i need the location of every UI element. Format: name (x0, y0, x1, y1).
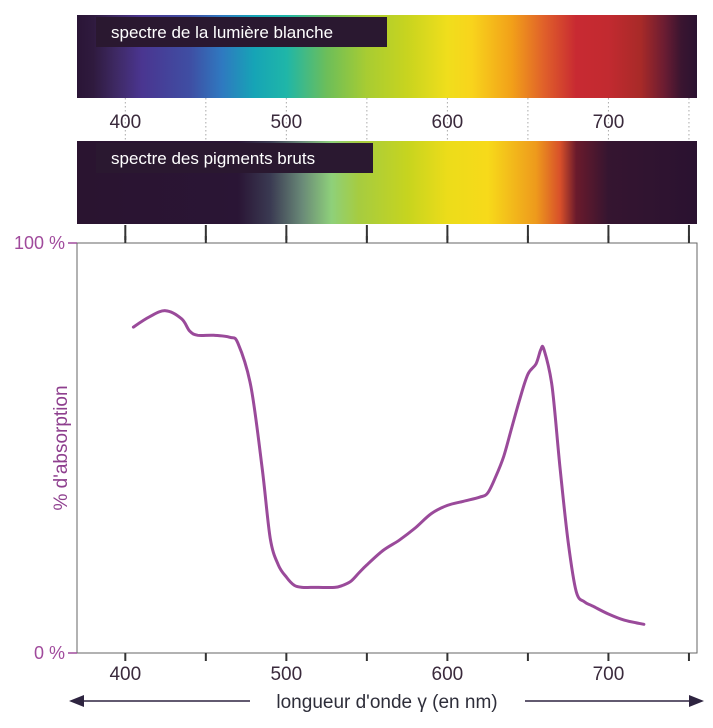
pigment-label-box (96, 143, 373, 173)
left-arrowhead (69, 695, 84, 707)
plot-frame (76, 242, 698, 654)
x-tick-label: 600 (432, 664, 464, 685)
pigment-label: spectre des pigments bruts (111, 149, 315, 168)
x-tick-label: 500 (270, 664, 302, 685)
absorption-curve (131, 309, 646, 626)
white-light-label: spectre de la lumière blanche (111, 23, 333, 42)
white-light-label-box (96, 17, 387, 47)
band-tick-label: 700 (593, 112, 625, 133)
x-axis-title: longueur d'onde γ (en nm) (276, 692, 497, 713)
y-tick-label: 0 % (34, 643, 65, 663)
x-tick-label: 700 (593, 664, 625, 685)
y-tick-label: 100 % (14, 233, 65, 253)
y-axis-ticks: 0 % 100 % (14, 233, 77, 663)
plot-bottom-ticks: 400 500 600 700 (109, 653, 690, 685)
plot-top-ticks (124, 236, 690, 243)
band-tick-label: 600 (432, 112, 464, 133)
band-tick-labels: 400 500 600 700 (109, 112, 624, 133)
x-axis-arrow: longueur d'onde γ (en nm) (69, 692, 704, 713)
white-light-spectrum: spectre de la lumière blanche (77, 15, 697, 98)
y-axis-title: % d'absorption (51, 385, 72, 510)
x-tick-label: 400 (109, 664, 141, 685)
pigment-spectrum: spectre des pigments bruts (77, 141, 697, 224)
absorption-plot: 400 500 600 700 0 % 100 % % d'absorption (14, 233, 698, 685)
band-tick-label: 500 (270, 112, 302, 133)
right-arrowhead (689, 695, 704, 707)
band-tick-label: 400 (109, 112, 141, 133)
